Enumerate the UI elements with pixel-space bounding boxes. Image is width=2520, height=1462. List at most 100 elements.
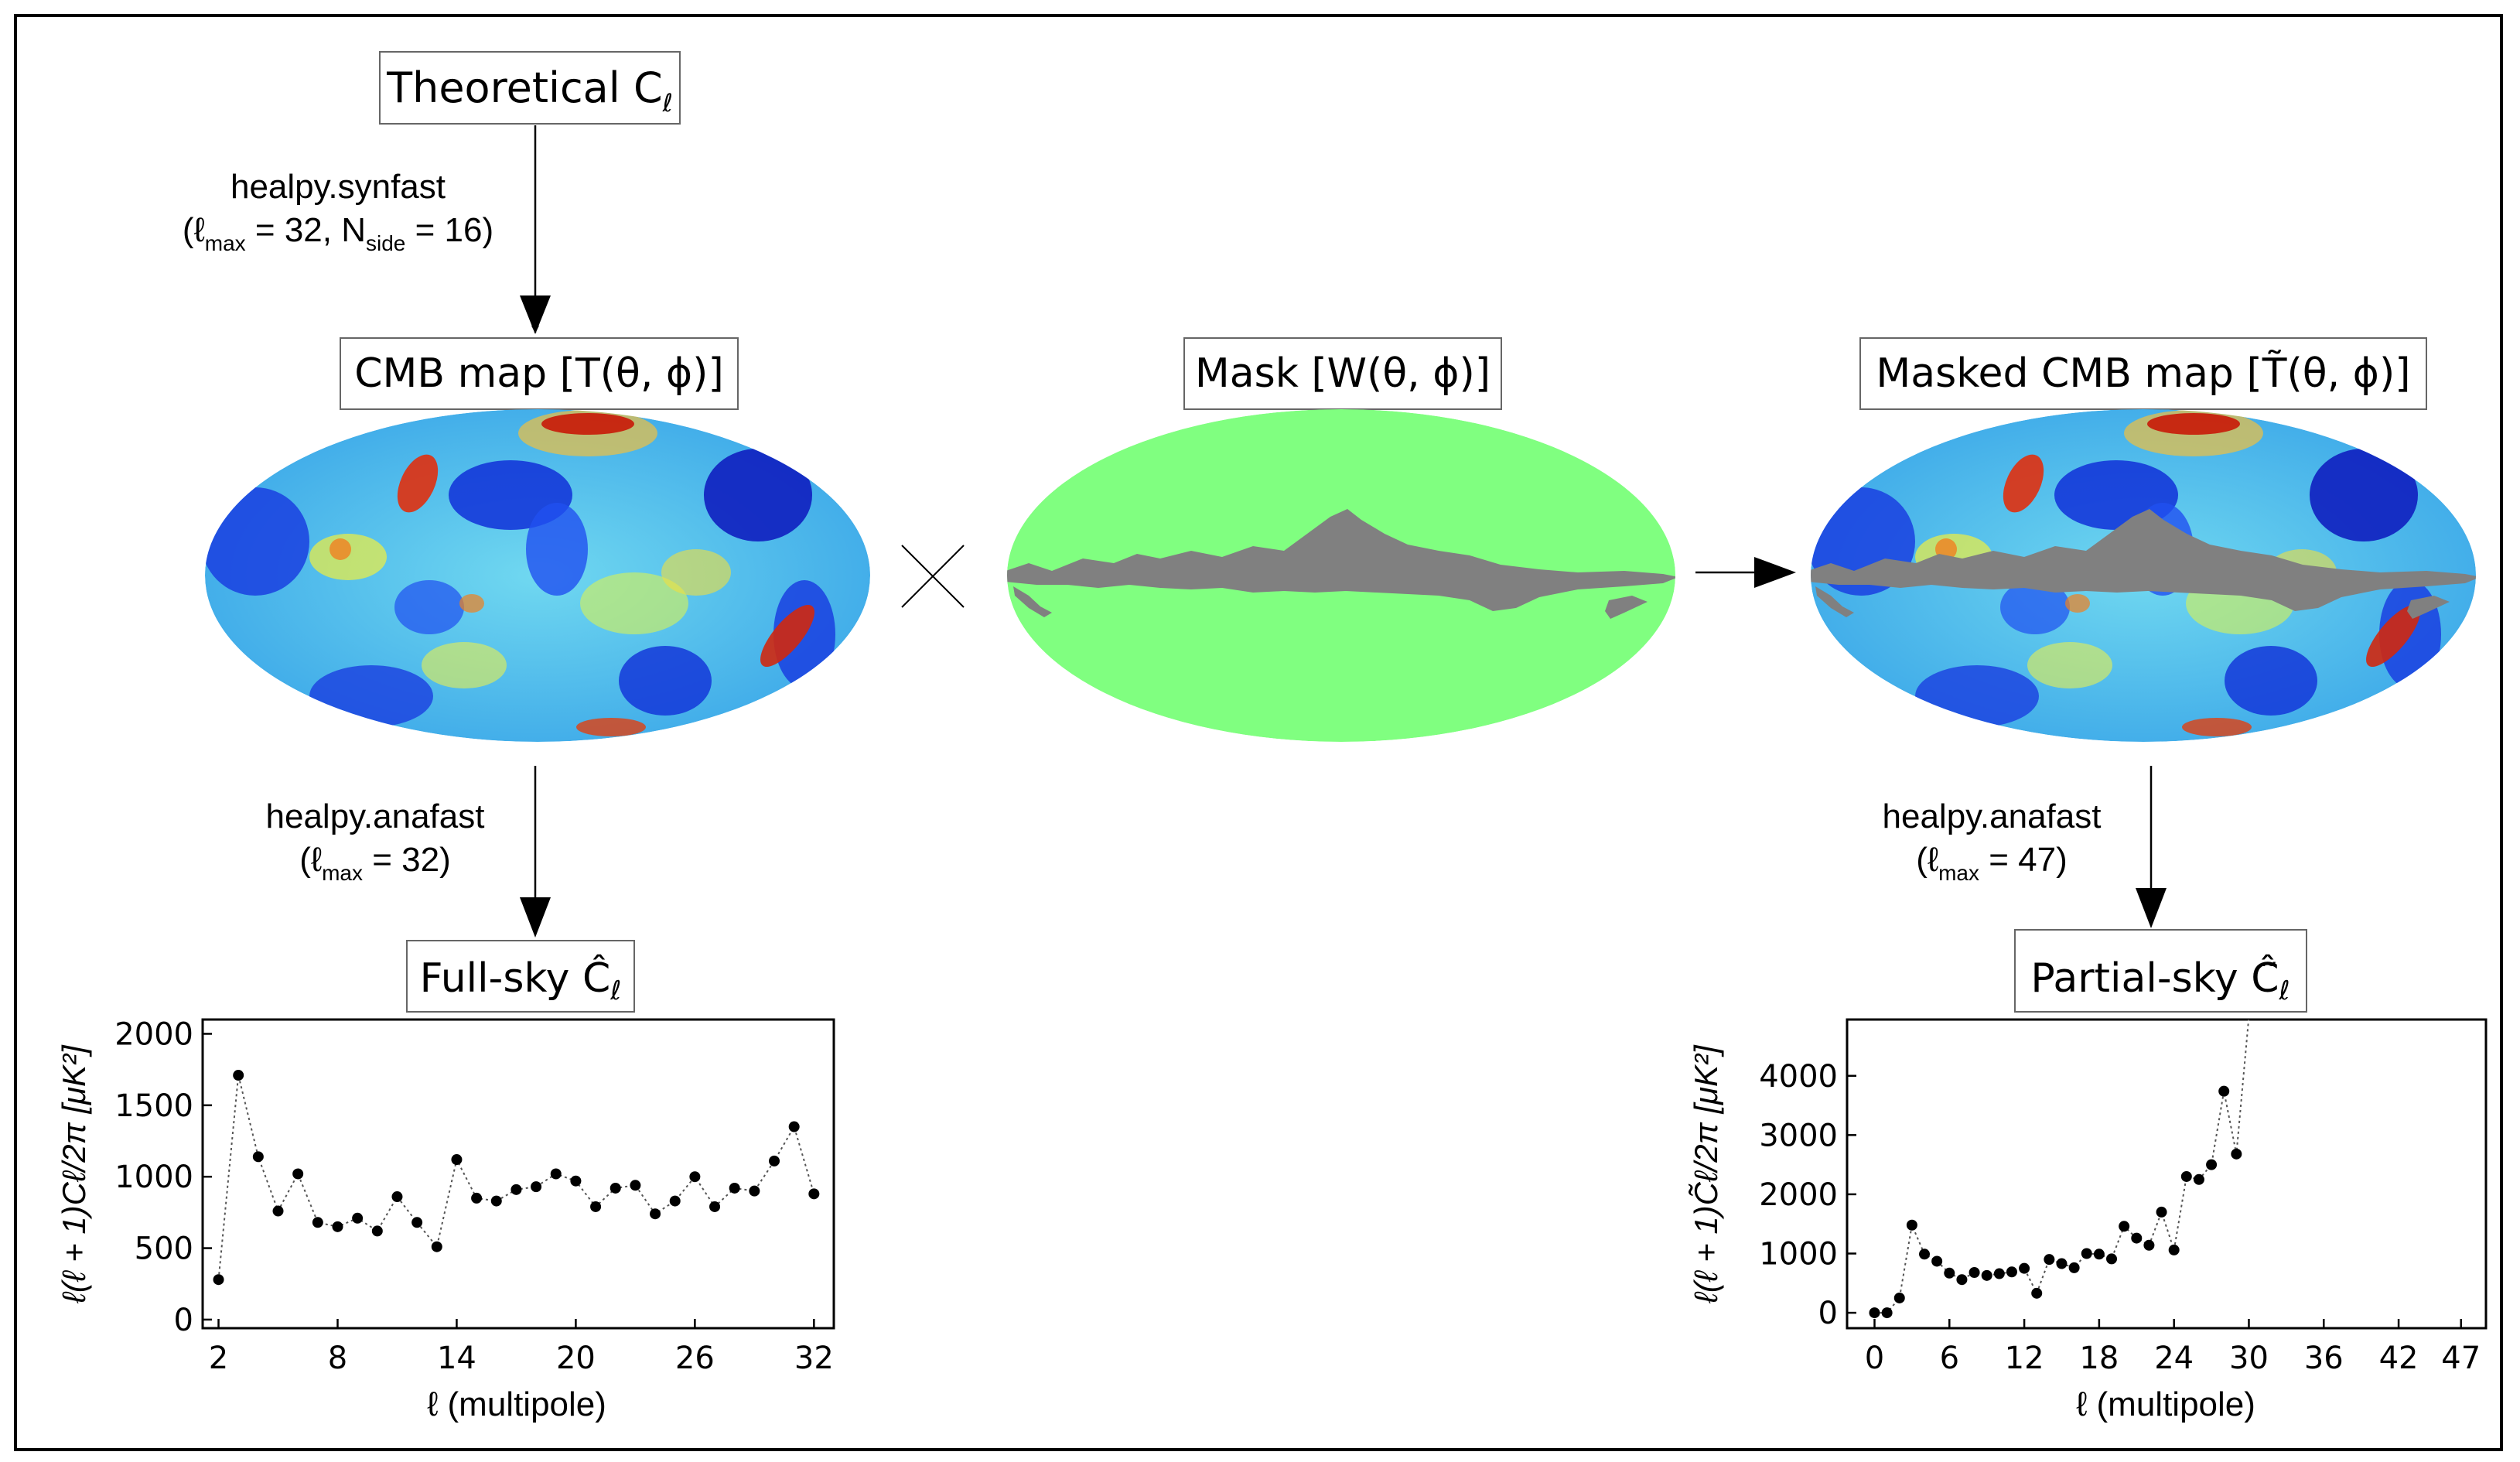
data-point	[451, 1154, 463, 1166]
synfast-mid: = 32, N	[246, 211, 366, 249]
x-tick-label: 24	[2154, 1341, 2194, 1376]
svg-text:Full-sky Ĉℓ: Full-sky Ĉℓ	[420, 954, 622, 1006]
full-sky-box: Full-sky Ĉℓ	[406, 940, 635, 1013]
y-tick-label: 3000	[1759, 1118, 1838, 1153]
masked-map-image	[1811, 409, 2476, 742]
data-point	[689, 1171, 701, 1183]
full-sky-ylabel: ℓ(ℓ + 1)Cℓ/2π [μK²]	[56, 1044, 92, 1304]
data-point	[2019, 1262, 2030, 1274]
anafast-left-step-label: healpy.anafast (ℓmax = 32)	[266, 798, 485, 885]
cmb-map-box: CMB map [T(θ, ϕ)]	[340, 337, 739, 410]
synfast-arrowhead-icon	[520, 295, 551, 334]
masked-map-box: Masked CMB map [T̃(θ, ϕ)]	[1859, 337, 2427, 410]
theoretical-cl-box: Theoretical Cℓ	[379, 51, 681, 125]
data-point	[332, 1221, 343, 1232]
mask-to-masked-arrowhead-icon	[1754, 557, 1796, 588]
full-sky-chart: 2 8 14 20 26 32 0 500 1000 1500 2000	[114, 1016, 835, 1376]
anafast-right-arrowhead-icon	[2136, 888, 2167, 928]
data-point	[669, 1195, 681, 1207]
theoretical-cl-label: Theoretical C	[386, 63, 663, 112]
partial-sky-ylabel: ℓ(ℓ + 1)C̃ℓ/2π [μK²]	[1688, 1044, 1724, 1304]
data-point	[272, 1205, 284, 1217]
series-line	[217, 1074, 815, 1280]
data-point	[471, 1192, 483, 1204]
data-point	[2143, 1239, 2155, 1251]
data-point	[292, 1168, 304, 1180]
data-point	[352, 1212, 364, 1224]
partial-sky-chart: 0 6 12 18 24 30 36 42 47 0 1000 2000 3000 4000	[1759, 1018, 2488, 1376]
data-point	[510, 1184, 522, 1195]
cmb-map-label: CMB map [T(θ, ϕ)]	[354, 350, 724, 397]
data-point	[2119, 1221, 2130, 1232]
anafast-right-name: healpy.anafast	[1883, 798, 2102, 835]
data-point	[1956, 1274, 1968, 1286]
data-point	[2231, 1148, 2242, 1160]
data-point	[490, 1195, 502, 1207]
multiply-operator	[901, 545, 965, 608]
data-point	[213, 1274, 224, 1286]
y-tick-label: 1500	[114, 1088, 193, 1124]
full-sky-subscript: ℓ	[610, 975, 621, 1006]
anafast-left-open: (ℓ	[299, 841, 322, 879]
data-point	[2193, 1173, 2204, 1185]
data-point	[729, 1182, 740, 1194]
data-point	[531, 1181, 542, 1193]
data-point	[1931, 1255, 1943, 1267]
x-tick-label: 14	[437, 1341, 476, 1376]
plot-frame	[1846, 1018, 2488, 1330]
data-point	[808, 1188, 820, 1200]
data-point	[2156, 1206, 2167, 1218]
data-point	[2093, 1249, 2105, 1260]
data-point	[709, 1201, 721, 1212]
data-point	[590, 1201, 602, 1212]
x-tick-label: 2	[209, 1341, 228, 1376]
synfast-lmax-open: (ℓ	[183, 211, 205, 249]
anafast-right-close: = 47)	[1979, 841, 2068, 879]
data-point	[431, 1241, 442, 1252]
data-point	[630, 1180, 641, 1191]
anafast-left-arrowhead-icon	[520, 897, 551, 938]
data-point	[2206, 1159, 2218, 1170]
data-point	[2180, 1170, 2192, 1182]
data-point	[2006, 1266, 2017, 1278]
anafast-right-sub: max	[1938, 861, 1979, 885]
synfast-close: = 16)	[405, 211, 493, 249]
mask-label: Mask [W(θ, ϕ)]	[1195, 350, 1490, 397]
x-tick-label: 6	[1940, 1341, 1959, 1376]
data-point	[550, 1168, 562, 1180]
data-point	[2131, 1232, 2143, 1244]
theoretical-cl-subscript: ℓ	[662, 88, 673, 118]
anafast-left-close: = 32)	[363, 841, 451, 879]
data-point	[391, 1191, 403, 1203]
svg-text:Partial-sky Ĉ̃ℓ: Partial-sky Ĉ̃ℓ	[2030, 954, 2290, 1006]
x-tick-label: 42	[2379, 1341, 2419, 1376]
anafast-left-name: healpy.anafast	[266, 798, 485, 835]
x-tick-label: 36	[2304, 1341, 2344, 1376]
y-tick-label: 1000	[1759, 1237, 1838, 1272]
anafast-right-open: (ℓ	[1916, 841, 1938, 879]
x-tick-label: 0	[1865, 1341, 1884, 1376]
data-point	[2081, 1248, 2092, 1259]
data-point	[2031, 1287, 2043, 1299]
x-tick-label: 12	[2005, 1341, 2044, 1376]
y-tick-label: 500	[135, 1231, 193, 1267]
data-point	[312, 1217, 323, 1228]
data-point	[2044, 1254, 2055, 1266]
svg-text:Theoretical Cℓ: Theoretical Cℓ	[386, 63, 673, 118]
data-point	[1993, 1268, 2005, 1279]
y-tick-label: 0	[174, 1303, 193, 1338]
y-tick-label: 2000	[114, 1016, 193, 1052]
data-point	[769, 1155, 780, 1167]
x-tick-label: 30	[2229, 1341, 2269, 1376]
cmb-map-image	[205, 409, 870, 742]
data-point	[570, 1175, 582, 1187]
data-point	[2218, 1085, 2230, 1097]
data-point	[1919, 1249, 1931, 1260]
full-sky-xlabel: ℓ (multipole)	[427, 1385, 606, 1423]
data-point	[411, 1217, 423, 1228]
x-tick-label: 8	[328, 1341, 347, 1376]
x-tick-label: 47	[2441, 1341, 2481, 1376]
data-point	[610, 1182, 621, 1194]
mask-map-image	[1007, 409, 1675, 742]
